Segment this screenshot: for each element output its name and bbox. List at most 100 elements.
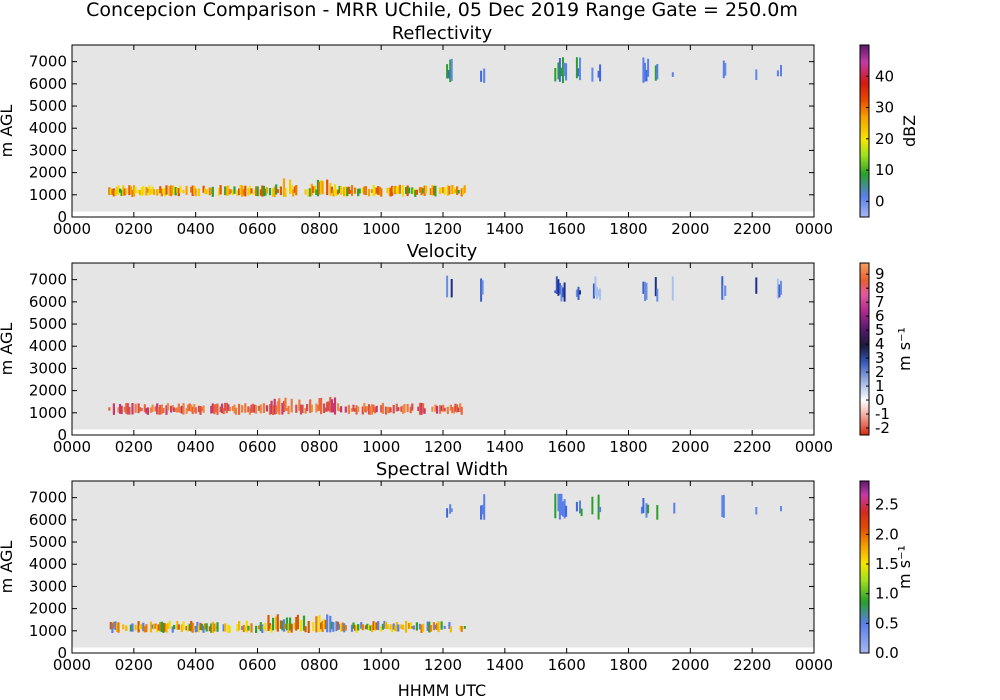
data-cell: [449, 626, 452, 633]
data-cell: [341, 622, 344, 632]
data-cell: [236, 190, 239, 196]
data-cell: [139, 625, 142, 630]
data-cell: [290, 623, 293, 633]
data-cell: [275, 616, 278, 630]
data-cell: [204, 623, 207, 630]
data-cell: [163, 623, 166, 632]
data-cell: [722, 60, 725, 79]
data-cell: [597, 289, 600, 297]
data-cell: [197, 188, 200, 196]
data-cell: [372, 185, 375, 197]
data-cell: [233, 186, 236, 194]
colorbar-tick-label: 30: [875, 99, 894, 117]
y-tick-label: 2000: [29, 164, 67, 182]
data-cell: [366, 406, 369, 411]
data-cell: [210, 405, 213, 414]
data-cell: [173, 407, 176, 412]
data-cell: [156, 625, 159, 633]
data-cell: [146, 188, 149, 193]
data-cell: [295, 185, 298, 196]
data-cell: [364, 186, 367, 196]
data-cell: [350, 185, 354, 196]
colorbar-tick-label: 0.0: [875, 644, 899, 662]
data-cell: [776, 278, 779, 299]
data-cell: [415, 189, 418, 195]
data-cell: [591, 496, 594, 515]
data-cell: [213, 623, 216, 632]
data-cell: [123, 406, 126, 412]
data-cell: [400, 624, 403, 629]
x-tick-label: 1600: [548, 220, 586, 238]
data-cell: [140, 623, 143, 630]
data-cell: [554, 493, 557, 519]
data-cell: [350, 624, 354, 632]
y-tick-label: 6000: [29, 75, 67, 93]
data-cell: [214, 626, 217, 629]
data-cell: [596, 286, 598, 299]
data-cell: [108, 187, 111, 195]
data-cell: [273, 398, 276, 415]
data-cell: [125, 188, 128, 195]
data-cell: [417, 406, 420, 411]
data-cell: [654, 277, 657, 297]
data-cell: [656, 288, 659, 302]
data-cell: [579, 57, 581, 81]
data-cell: [270, 625, 273, 633]
x-tick-label: 1200: [424, 220, 462, 238]
x-tick-label: 1800: [609, 220, 647, 238]
data-cell: [228, 625, 231, 633]
data-cell: [247, 625, 250, 631]
data-cell: [456, 186, 459, 196]
y-tick-label: 5000: [29, 315, 67, 333]
y-tick-label: 7000: [29, 489, 67, 507]
data-cell: [439, 187, 442, 195]
data-cell: [333, 397, 337, 415]
data-cell: [219, 185, 222, 195]
y-axis-label: m AGL: [0, 541, 16, 594]
data-cell: [450, 279, 453, 298]
data-cell: [316, 179, 320, 197]
data-cell: [248, 185, 251, 196]
y-tick-label: 2000: [29, 600, 67, 618]
data-cell: [755, 507, 758, 515]
data-cell: [194, 625, 197, 633]
x-tick-label: 0600: [238, 438, 276, 456]
data-cell: [321, 181, 324, 195]
y-tick-label: 1000: [29, 622, 67, 640]
data-cell: [397, 186, 400, 195]
data-cell: [577, 68, 580, 77]
data-cell: [200, 407, 204, 412]
data-cell: [316, 404, 320, 411]
data-cell: [228, 406, 231, 412]
data-cell: [394, 625, 397, 632]
data-cell: [137, 189, 140, 194]
data-cell: [562, 57, 564, 84]
data-cell: [199, 622, 202, 630]
data-cell: [431, 184, 434, 196]
data-cell: [295, 617, 298, 631]
data-cell: [241, 185, 244, 197]
data-cell: [137, 621, 140, 633]
data-cell: [395, 186, 398, 194]
data-cell: [388, 406, 391, 414]
data-cell: [349, 189, 352, 194]
data-cell: [312, 186, 315, 193]
data-cell: [313, 185, 316, 194]
data-cell: [422, 623, 425, 632]
data-cell: [671, 72, 674, 77]
data-cell: [180, 624, 183, 632]
data-cell: [755, 69, 758, 80]
data-cell: [451, 407, 454, 414]
data-cell: [357, 188, 360, 197]
data-cell: [412, 188, 415, 195]
data-cell: [157, 624, 160, 631]
data-cell: [330, 399, 333, 413]
data-cell: [642, 57, 645, 83]
data-cell: [372, 621, 375, 630]
plot-background: [72, 481, 814, 653]
data-cell: [446, 185, 449, 196]
data-cell: [180, 405, 183, 414]
x-tick-label: 2000: [671, 220, 709, 238]
data-cell: [275, 184, 278, 195]
data-cell: [386, 187, 389, 194]
